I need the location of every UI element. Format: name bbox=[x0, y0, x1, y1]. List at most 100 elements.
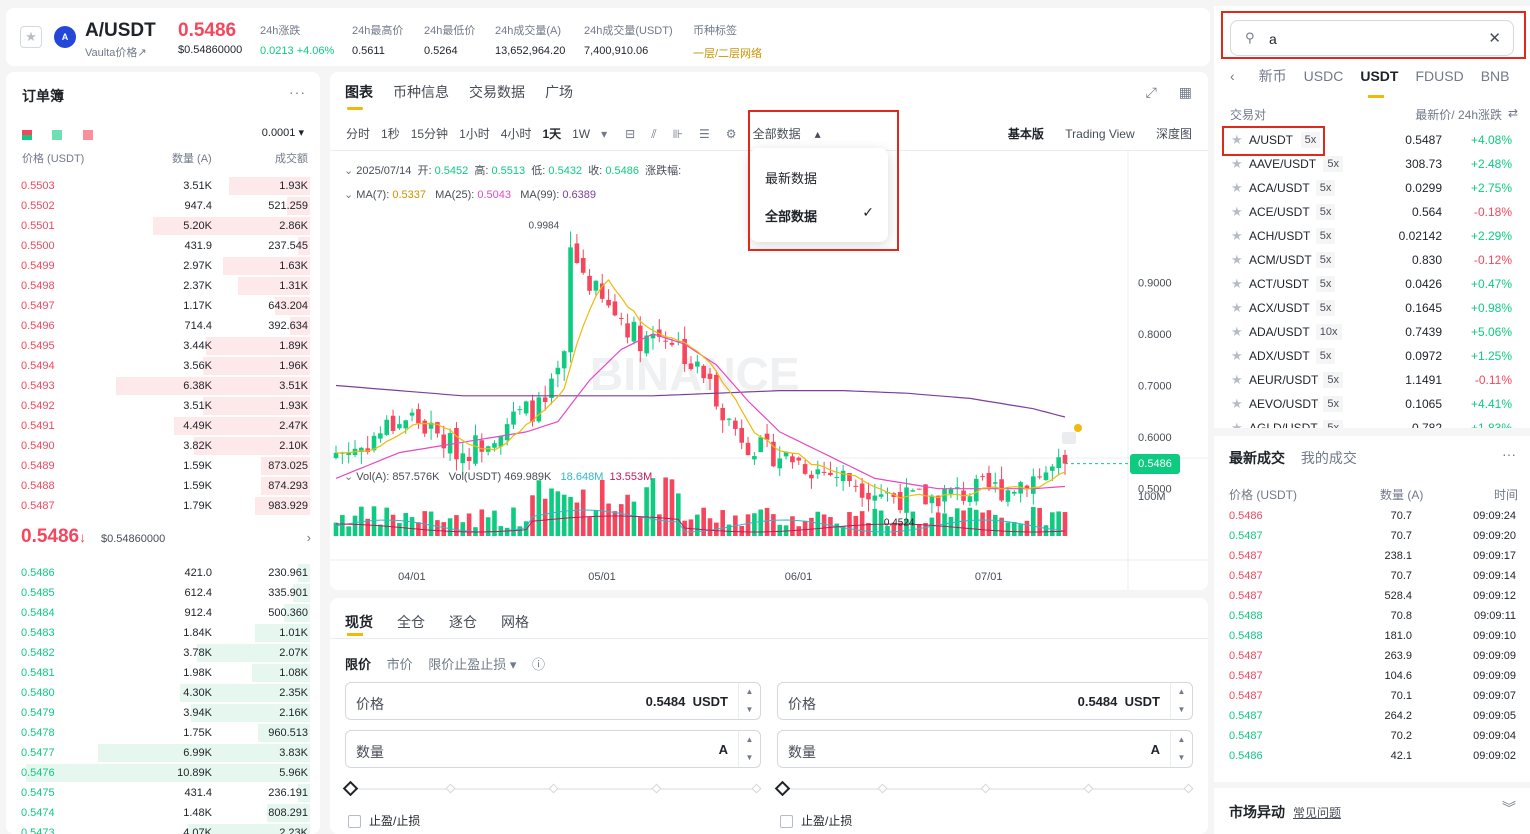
bid-row[interactable]: 0.5485 612.4 335.901 bbox=[6, 583, 320, 603]
market-trades-tab[interactable]: 最新成交 bbox=[1229, 450, 1285, 466]
market-row[interactable]: ★ ACH/USDT 5x 0.02142 +2.29% bbox=[1214, 224, 1530, 248]
market-row[interactable]: ★ ACA/USDT 5x 0.0299 +2.75% bbox=[1214, 176, 1530, 200]
favorite-star-icon[interactable]: ★ bbox=[1231, 420, 1243, 428]
slider-handle[interactable] bbox=[774, 780, 791, 797]
bid-row[interactable]: 0.5478 1.75K 960.513 bbox=[6, 723, 320, 743]
slider-step[interactable] bbox=[1183, 783, 1194, 794]
buy-qty-field[interactable]: 数量 A ▲ ▼ bbox=[345, 730, 761, 768]
bid-row[interactable]: 0.5477 6.99K 3.83K bbox=[6, 743, 320, 763]
ask-row[interactable]: 0.5500 431.9 237.545 bbox=[6, 236, 320, 256]
search-input[interactable]: a bbox=[1269, 31, 1277, 47]
interval-2[interactable]: 15分钟 bbox=[410, 127, 449, 141]
ask-row[interactable]: 0.5495 3.44K 1.89K bbox=[6, 336, 320, 356]
trading-data-tab[interactable]: 交易数据 bbox=[469, 84, 525, 100]
interval-6[interactable]: 1W bbox=[572, 127, 591, 141]
price-stepper[interactable]: ▲ ▼ bbox=[738, 683, 760, 719]
price-input[interactable]: 0.5484 USDT bbox=[1078, 694, 1160, 709]
market-row[interactable]: ★ ADA/USDT 10x 0.7439 +5.06% bbox=[1214, 320, 1530, 344]
bid-row[interactable]: 0.5473 4.07K 2.23K bbox=[6, 823, 320, 834]
info-icon[interactable]: ⓘ bbox=[532, 657, 546, 672]
slider-step[interactable] bbox=[1083, 783, 1094, 794]
market-row[interactable]: ★ AGLD/USDT 5x 0.782 +1.83% bbox=[1214, 416, 1530, 428]
gear-icon[interactable]: ⚙ bbox=[725, 127, 737, 141]
ask-row[interactable]: 0.5493 6.38K 3.51K bbox=[6, 376, 320, 396]
favorite-star-icon[interactable]: ★ bbox=[1231, 180, 1243, 195]
market-row[interactable]: ★ ACM/USDT 5x 0.830 -0.12% bbox=[1214, 248, 1530, 272]
sell-qty-field[interactable]: 数量 A ▲ ▼ bbox=[777, 730, 1193, 768]
isolated-margin-tab[interactable]: 逐仓 bbox=[449, 614, 477, 630]
tradingview-tab[interactable]: Trading View bbox=[1065, 127, 1135, 141]
favorite-star-icon[interactable]: ★ bbox=[1231, 372, 1243, 387]
collapse-icon[interactable]: ⌄ bbox=[344, 189, 357, 201]
bid-row[interactable]: 0.5481 1.98K 1.08K bbox=[6, 663, 320, 683]
bid-row[interactable]: 0.5474 1.48K 808.291 bbox=[6, 803, 320, 823]
bid-row[interactable]: 0.5479 3.94K 2.16K bbox=[6, 703, 320, 723]
favorite-star-icon[interactable]: ★ bbox=[1231, 252, 1243, 267]
sell-price-field[interactable]: 价格 0.5484 USDT ▲ ▼ bbox=[777, 682, 1193, 720]
layout-grid-icon[interactable]: ▦ bbox=[1178, 84, 1192, 100]
ask-row[interactable]: 0.5497 1.17K 643.204 bbox=[6, 296, 320, 316]
price-input[interactable]: 0.5484 USDT bbox=[646, 694, 728, 709]
order-book-mid-price[interactable]: 0.5486↓ $0.54860000 › bbox=[21, 526, 311, 552]
decrement-icon[interactable]: ▼ bbox=[1177, 753, 1186, 762]
interval-0[interactable]: 分时 bbox=[346, 127, 371, 141]
interval-5[interactable]: 1天 bbox=[542, 127, 562, 141]
bid-row[interactable]: 0.5484 912.4 500.360 bbox=[6, 603, 320, 623]
swap-icon[interactable]: ⇄ bbox=[1507, 106, 1518, 120]
ask-row[interactable]: 0.5489 1.59K 873.025 bbox=[6, 456, 320, 476]
chart-tab[interactable]: 图表 bbox=[345, 82, 373, 110]
qty-stepper[interactable]: ▲ ▼ bbox=[1170, 731, 1192, 767]
market-row[interactable]: ★ ACE/USDT 5x 0.564 -0.18% bbox=[1214, 200, 1530, 224]
ask-row[interactable]: 0.5503 3.51K 1.93K bbox=[6, 176, 320, 196]
decrement-icon[interactable]: ▼ bbox=[745, 753, 754, 762]
ask-row[interactable]: 0.5492 3.51K 1.93K bbox=[6, 396, 320, 416]
sell-tpsl-checkbox[interactable]: 止盈/止损 bbox=[780, 812, 852, 829]
bid-row[interactable]: 0.5476 10.89K 5.96K bbox=[6, 763, 320, 783]
quote-tab-usdc[interactable]: USDC bbox=[1303, 68, 1344, 84]
slider-step[interactable] bbox=[445, 783, 456, 794]
bids-only-view-icon[interactable] bbox=[52, 129, 63, 140]
buy-price-field[interactable]: 价格 0.5484 USDT ▲ ▼ bbox=[345, 682, 761, 720]
spot-tab[interactable]: 现货 bbox=[345, 612, 373, 636]
ask-row[interactable]: 0.5491 4.49K 2.47K bbox=[6, 416, 320, 436]
bid-row[interactable]: 0.5486 421.0 230.961 bbox=[6, 563, 320, 583]
data-range-select[interactable]: 全部数据 ▴ bbox=[753, 125, 832, 142]
basic-view-tab[interactable]: 基本版 bbox=[1007, 127, 1044, 141]
decrement-icon[interactable]: ▼ bbox=[1177, 705, 1186, 714]
price-change-header[interactable]: 最新价/ 24h涨跌 bbox=[1415, 108, 1502, 122]
stat-value[interactable]: 一层/二层网络 bbox=[693, 48, 763, 60]
ask-row[interactable]: 0.5490 3.82K 2.10K bbox=[6, 436, 320, 456]
slider-step[interactable] bbox=[877, 783, 888, 794]
buy-tpsl-checkbox[interactable]: 止盈/止损 bbox=[348, 812, 420, 829]
more-icon[interactable]: ··· bbox=[289, 84, 306, 100]
settings-list-icon[interactable]: ☰ bbox=[699, 127, 710, 141]
decrement-icon[interactable]: ▼ bbox=[745, 705, 754, 714]
scroll-left-icon[interactable]: ‹ bbox=[1230, 68, 1235, 84]
sell-amount-slider[interactable] bbox=[774, 780, 1194, 797]
favorite-star-icon[interactable]: ★ bbox=[1231, 156, 1243, 171]
favorite-star-icon[interactable]: ★ bbox=[1231, 348, 1243, 363]
latest-data-option[interactable]: 最新数据 bbox=[765, 171, 818, 186]
chevron-right-icon[interactable]: › bbox=[306, 530, 311, 545]
favorite-star-icon[interactable]: ★ bbox=[1231, 324, 1243, 339]
favorite-star-icon[interactable]: ★ bbox=[1231, 276, 1243, 291]
ask-row[interactable]: 0.5494 3.56K 1.96K bbox=[6, 356, 320, 376]
collapse-icon[interactable]: ⌄ bbox=[344, 165, 357, 177]
market-row[interactable]: ★ AEUR/USDT 5x 1.1491 -0.11% bbox=[1214, 368, 1530, 392]
bid-row[interactable]: 0.5483 1.84K 1.01K bbox=[6, 623, 320, 643]
favorite-star-icon[interactable]: ★ bbox=[1231, 300, 1243, 315]
market-row[interactable]: ★ AAVE/USDT 5x 308.73 +2.48% bbox=[1214, 152, 1530, 176]
quote-tab-fdusd[interactable]: FDUSD bbox=[1415, 68, 1464, 84]
square-tab[interactable]: 广场 bbox=[545, 84, 573, 100]
favorite-star-icon[interactable]: ★ bbox=[1231, 132, 1243, 147]
both-sides-view-icon[interactable] bbox=[22, 129, 32, 140]
quote-tab-usdt[interactable]: USDT bbox=[1360, 68, 1398, 98]
ask-row[interactable]: 0.5502 947.4 521.259 bbox=[6, 196, 320, 216]
collapse-icon[interactable]: ⌄ bbox=[344, 471, 357, 483]
coin-info-tab[interactable]: 币种信息 bbox=[393, 84, 449, 100]
favorite-star-icon[interactable]: ★ bbox=[1231, 204, 1243, 219]
indicator-icon[interactable]: ⫽ bbox=[651, 127, 657, 141]
depth-chart-tab[interactable]: 深度图 bbox=[1155, 127, 1192, 141]
market-row[interactable]: ★ ACX/USDT 5x 0.1645 +0.98% bbox=[1214, 296, 1530, 320]
clear-icon[interactable]: ✕ bbox=[1488, 30, 1501, 47]
